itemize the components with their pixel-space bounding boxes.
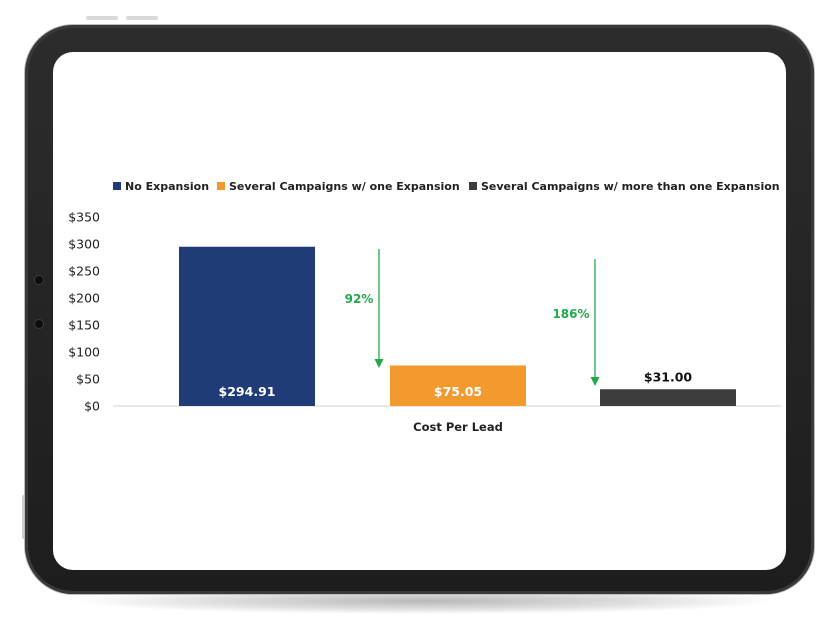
bar-value-label: $75.05 (434, 384, 482, 399)
side-button (22, 495, 25, 539)
bar (600, 389, 736, 406)
percent-change-label: 186% (552, 307, 589, 321)
x-axis-title: Cost Per Lead (413, 420, 503, 434)
bar-value-label: $294.91 (219, 384, 276, 399)
y-tick-label: $350 (68, 210, 100, 225)
chart-legend: No Expansion Several Campaigns w/ one Exp… (113, 180, 780, 193)
arrow-head-icon (590, 377, 600, 386)
y-tick-label: $250 (68, 264, 100, 279)
tablet-frame: No Expansion Several Campaigns w/ one Exp… (25, 25, 814, 594)
legend-label: Several Campaigns w/ one Expansion (229, 180, 460, 193)
y-tick-label: $50 (76, 372, 100, 387)
bar-value-label: $31.00 (644, 369, 693, 384)
y-tick-label: $150 (68, 318, 100, 333)
y-axis: $0 $50 $100 $150 $200 $250 $300 $350 (68, 210, 100, 414)
camera-icon (34, 275, 44, 285)
bar (390, 365, 526, 406)
y-tick-label: $100 (68, 345, 100, 360)
change-arrows: 92% 186% (345, 249, 600, 386)
legend-swatch (217, 182, 225, 190)
cost-per-lead-chart: No Expansion Several Campaigns w/ one Exp… (68, 180, 781, 434)
arrow-head-icon (374, 359, 384, 368)
y-tick-label: $0 (84, 399, 100, 414)
sensor-icon (34, 319, 44, 329)
legend-label: Several Campaigns w/ more than one Expan… (481, 180, 780, 193)
tablet-screen: No Expansion Several Campaigns w/ one Exp… (53, 52, 786, 570)
power-button-top (126, 16, 158, 20)
legend-swatch (113, 182, 121, 190)
y-tick-label: $300 (68, 237, 100, 252)
volume-button-top (86, 16, 118, 20)
percent-change-label: 92% (345, 292, 374, 306)
y-tick-label: $200 (68, 291, 100, 306)
legend-label: No Expansion (125, 180, 209, 193)
bar (179, 246, 315, 406)
legend-swatch (469, 182, 477, 190)
bars: $294.91 $75.05 $31.00 (179, 246, 736, 406)
